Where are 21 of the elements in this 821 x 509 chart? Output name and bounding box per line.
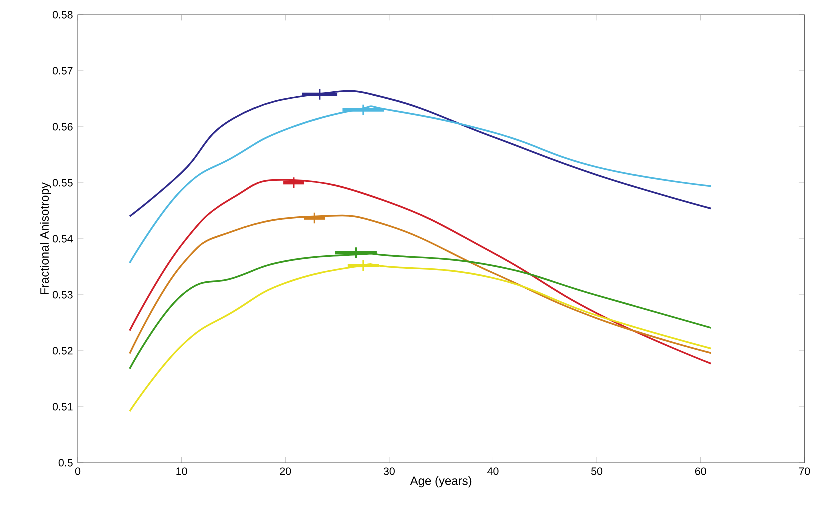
y-tick-label: 0.52 (52, 347, 73, 355)
x-tick-label: 30 (384, 468, 395, 476)
y-tick-label: 0.56 (52, 123, 73, 131)
y-tick-label: 0.53 (52, 291, 73, 299)
x-tick-label: 40 (488, 468, 499, 476)
y-tick-label: 0.58 (52, 11, 73, 19)
y-tick-label: 0.5 (58, 459, 73, 467)
x-tick-label: 70 (799, 468, 810, 476)
x-tick-label: 20 (280, 468, 292, 476)
line-series (129, 214, 712, 355)
x-tick-label: 60 (695, 468, 706, 476)
x-tick-label: 50 (592, 468, 603, 476)
x-tick-label: 10 (176, 468, 188, 476)
y-tick-label: 0.57 (52, 67, 73, 75)
x-tick-label: 0 (75, 468, 81, 476)
y-tick-label: 0.51 (52, 403, 73, 411)
line-series (129, 179, 712, 365)
y-tick-label: 0.55 (52, 179, 73, 187)
y-axis-title: Fractional Anisotropy (40, 182, 52, 294)
y-tick-label: 0.54 (52, 235, 73, 243)
x-axis-title: Age (years) (410, 476, 472, 488)
